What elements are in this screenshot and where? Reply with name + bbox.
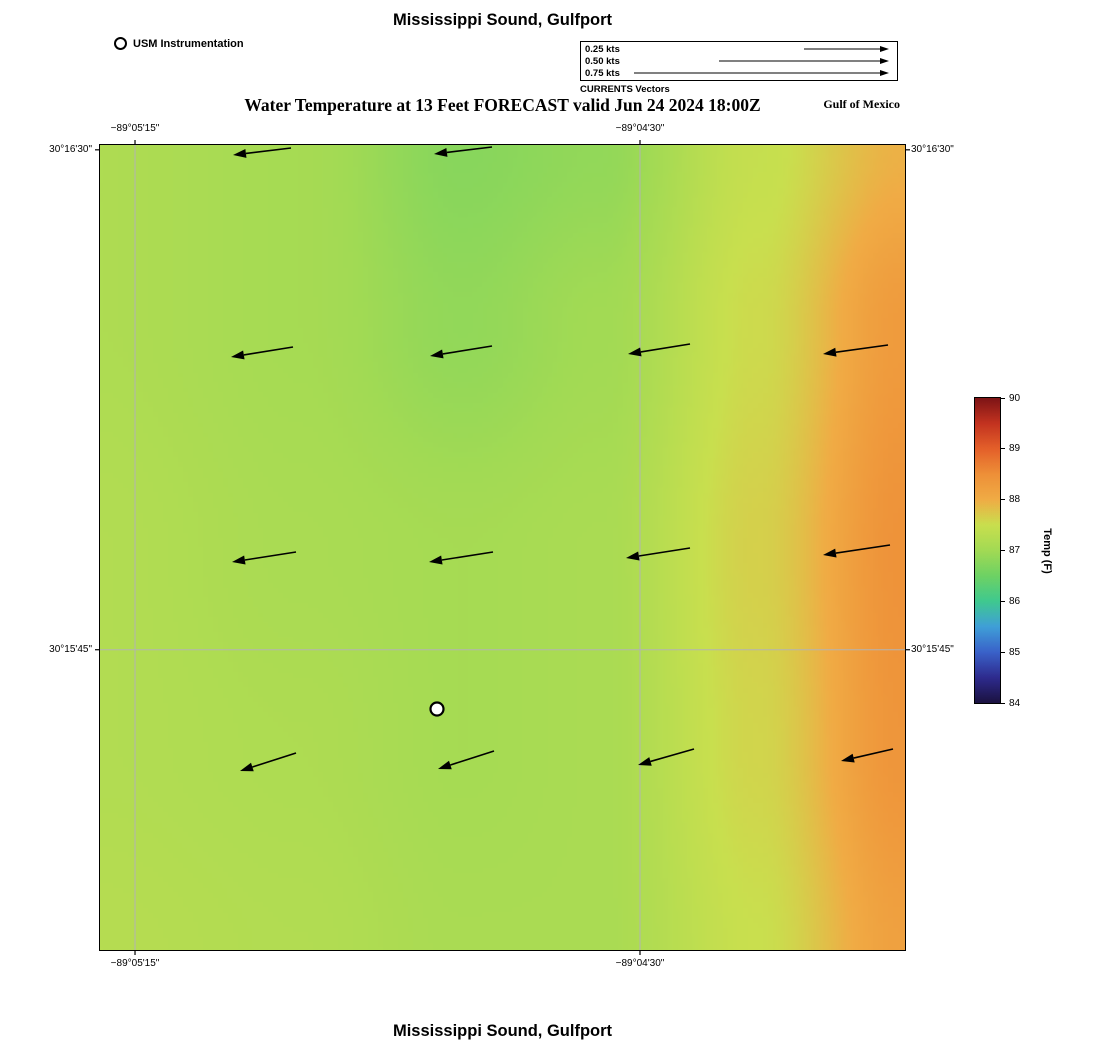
colorbar-gradient xyxy=(974,397,1001,704)
figure-title-top: Mississippi Sound, Gulfport xyxy=(392,11,613,29)
vector-legend-row: 0.50 kts xyxy=(581,55,897,67)
colorbar-tick xyxy=(1000,702,1005,704)
vector-legend-row: 0.25 kts xyxy=(581,43,897,55)
map-overlay xyxy=(95,140,910,955)
current-vector-arrow-head xyxy=(823,347,837,357)
current-vector-arrow-head xyxy=(233,148,247,158)
vector-legend-speed-label: 0.25 kts xyxy=(585,43,620,55)
current-vector-arrow-head xyxy=(240,762,254,772)
legend-arrow-head xyxy=(880,70,889,76)
colorbar-tick-label: 86 xyxy=(1009,595,1021,607)
y-tick-label-right: 30°16'30" xyxy=(911,143,954,155)
colorbar-tick-label: 87 xyxy=(1009,545,1021,556)
colorbar xyxy=(974,397,1001,704)
current-vector-arrow-head xyxy=(638,757,652,766)
currents-vector-legend: 0.25 kts 0.50 kts 0.75 kts xyxy=(580,41,898,81)
current-vector-arrow xyxy=(441,551,494,561)
current-vector-arrow-head xyxy=(841,753,855,763)
colorbar-tick-label: 89 xyxy=(1009,443,1021,455)
colorbar-tick-label: 84 xyxy=(1009,697,1021,709)
current-vector-arrow-head xyxy=(438,760,452,770)
legend-arrow-icon xyxy=(634,70,889,76)
temperature-heatmap xyxy=(100,145,905,950)
current-vector-arrow-head xyxy=(231,350,245,360)
x-tick-label-bottom: −89°05'15" xyxy=(110,958,160,969)
current-vector-arrow xyxy=(650,748,695,763)
colorbar-tick-label: 90 xyxy=(1009,392,1021,404)
currents-vector-caption: CURRENTS Vectors xyxy=(580,84,670,95)
legend-arrow-head xyxy=(880,58,889,64)
vector-legend-speed-label: 0.50 kts xyxy=(585,55,620,67)
current-vector-arrow-head xyxy=(429,555,443,565)
x-tick-label-top: −89°04'30" xyxy=(615,123,665,134)
x-tick-label-top: −89°05'15" xyxy=(110,123,160,134)
y-tick-label-left: 30°15'45" xyxy=(49,643,92,655)
y-tick-label-left: 30°16'30" xyxy=(49,143,92,155)
colorbar-tick-label: 88 xyxy=(1009,494,1021,506)
station-legend: USM Instrumentation xyxy=(114,37,244,50)
colorbar-tick xyxy=(1000,397,1005,399)
vector-legend-row: 0.75 kts xyxy=(581,67,897,79)
region-label: Gulf of Mexico xyxy=(823,97,900,111)
current-vector-arrow xyxy=(638,547,691,557)
station-marker-icon xyxy=(114,37,127,50)
current-vector-arrow-head xyxy=(232,555,246,565)
current-vector-arrow xyxy=(245,147,292,155)
current-vector-arrow-head xyxy=(823,548,837,558)
map-plot-area xyxy=(95,140,910,955)
colorbar-tick xyxy=(1000,600,1005,602)
current-vector-arrow xyxy=(640,343,691,353)
colorbar-tick-label: 85 xyxy=(1009,646,1021,658)
y-tick-label-right: 30°15'45" xyxy=(911,643,954,655)
station-marker xyxy=(429,701,445,717)
current-vector-arrow-head xyxy=(626,551,640,561)
current-vector-arrow xyxy=(243,346,294,356)
current-vector-arrow xyxy=(244,551,297,561)
current-vector-arrow-head xyxy=(434,147,448,157)
current-vector-arrow xyxy=(835,344,889,354)
colorbar-tick xyxy=(1000,651,1005,653)
current-vector-arrow xyxy=(252,752,297,768)
current-vector-arrow xyxy=(446,146,493,154)
legend-arrow-icon xyxy=(719,58,889,64)
colorbar-tick xyxy=(1000,448,1005,450)
current-vector-arrow xyxy=(450,750,495,766)
current-vector-arrow-head xyxy=(430,349,444,359)
figure-subtitle: Water Temperature at 13 Feet FORECAST va… xyxy=(244,95,761,115)
legend-arrow-icon xyxy=(804,46,889,52)
vector-legend-speed-label: 0.75 kts xyxy=(585,67,620,79)
x-tick-label-bottom: −89°04'30" xyxy=(615,958,665,969)
station-legend-label: USM Instrumentation xyxy=(133,37,244,50)
current-vector-arrow xyxy=(853,748,894,759)
current-vector-arrow xyxy=(835,544,891,554)
current-vector-arrow xyxy=(442,345,493,355)
colorbar-tick xyxy=(1000,499,1005,501)
legend-arrow-head xyxy=(880,46,889,52)
current-vector-arrow-head xyxy=(628,347,642,357)
colorbar-axis-label-text: Temp (F) xyxy=(1041,528,1053,574)
figure-title-bottom: Mississippi Sound, Gulfport xyxy=(392,1022,613,1040)
colorbar-tick xyxy=(1000,550,1005,551)
